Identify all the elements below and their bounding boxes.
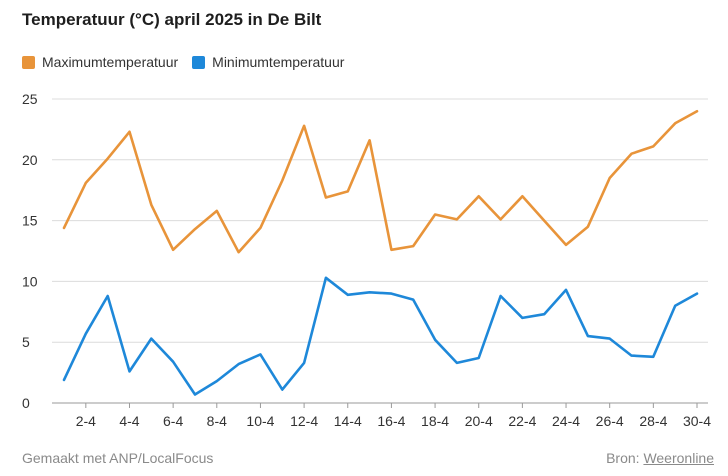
y-tick-label: 20 xyxy=(22,152,38,168)
x-tick-label: 26-4 xyxy=(596,413,624,429)
x-tick-label: 18-4 xyxy=(421,413,449,429)
legend-label-min: Minimumtemperatuur xyxy=(212,54,345,70)
footer: Gemaakt met ANP/LocalFocus Bron: Weeronl… xyxy=(22,450,714,466)
y-tick-label: 15 xyxy=(22,213,38,229)
x-tick-label: 22-4 xyxy=(508,413,536,429)
chart-title: Temperatuur (°C) april 2025 in De Bilt xyxy=(22,10,322,29)
x-tick-label: 12-4 xyxy=(290,413,318,429)
x-tick-label: 10-4 xyxy=(246,413,274,429)
x-tick-label: 20-4 xyxy=(465,413,493,429)
legend-label-max: Maximumtemperatuur xyxy=(42,54,179,70)
x-tick-label: 8-4 xyxy=(207,413,227,429)
x-tick-label: 14-4 xyxy=(334,413,362,429)
legend-swatch-min xyxy=(192,55,206,69)
x-tick-label: 24-4 xyxy=(552,413,580,429)
series-line-min xyxy=(62,276,699,396)
made-with-credit: Gemaakt met ANP/LocalFocus xyxy=(22,450,214,466)
x-tick-label: 28-4 xyxy=(639,413,667,429)
legend-item-max[interactable]: Maximumtemperatuur xyxy=(22,54,178,70)
source-prefix: Bron: xyxy=(606,450,640,466)
y-tick-label: 10 xyxy=(22,273,38,289)
legend: Maximumtemperatuur Minimumtemperatuur xyxy=(22,54,358,70)
legend-swatch-max xyxy=(22,55,35,69)
line-chart: 0 5 10 15 20 25 2-4 4-4 6-4 8-4 10-4 12-4 14-4 16-4 18… xyxy=(22,91,711,429)
y-tick-label: 0 xyxy=(22,395,30,411)
series-line-max xyxy=(62,109,699,254)
source-credit: Bron: Weeronline xyxy=(606,450,714,466)
y-tick-label: 25 xyxy=(22,91,38,107)
x-tick-label: 2-4 xyxy=(76,413,96,429)
y-tick-label: 5 xyxy=(22,334,30,350)
x-tick-label: 16-4 xyxy=(377,413,405,429)
legend-item-min[interactable]: Minimumtemperatuur xyxy=(192,54,344,70)
source-link[interactable]: Weeronline xyxy=(643,450,714,466)
x-tick-label: 6-4 xyxy=(163,413,183,429)
x-tick-label: 30-4 xyxy=(683,413,711,429)
x-tick-label: 4-4 xyxy=(119,413,139,429)
